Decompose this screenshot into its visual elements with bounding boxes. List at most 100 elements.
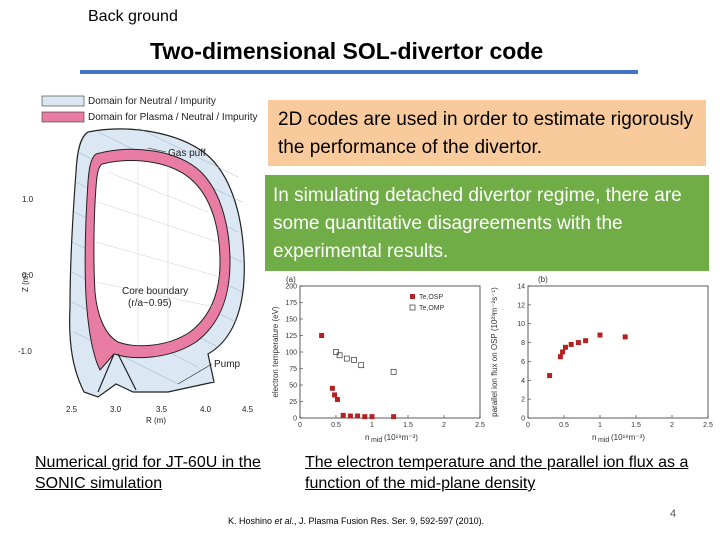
panel-label-b: (b): [538, 275, 548, 284]
panel-label-a: (a): [286, 275, 296, 284]
data-point: [343, 355, 350, 362]
data-point: [334, 397, 340, 403]
plot-frame-b: [527, 285, 709, 419]
data-point: [332, 392, 338, 398]
citation-etal: et al.: [274, 516, 295, 526]
citation-author: K. Hoshino: [228, 516, 275, 526]
data-point: [560, 349, 566, 355]
data-point: [340, 412, 346, 418]
section-label: Back ground: [88, 8, 178, 25]
y-axis-label: Z (m): [21, 273, 30, 292]
x-axis-label: R (m): [146, 416, 166, 425]
x-axis-label-a-main: n: [365, 433, 369, 442]
data-point: [575, 340, 581, 346]
data-point: [333, 349, 339, 355]
y-tick-0: 0.0: [22, 271, 34, 280]
x-axis-label-b-sub: mid: [598, 437, 609, 444]
title-underline: [80, 70, 638, 74]
x-axis-label-a-sub: mid: [371, 437, 382, 444]
data-point: [390, 368, 397, 375]
data-point: [622, 334, 628, 340]
y-tick-label: 8: [521, 340, 525, 347]
y-tick-label: 100: [285, 350, 297, 357]
x-axis-label-b-unit: (10¹⁹m⁻³): [611, 433, 645, 442]
y-axis-label-b: parallel ion flux on OSP (10²³m⁻²s⁻¹): [490, 287, 499, 417]
y-tick-label: 175: [285, 300, 297, 307]
y-tick-label: 6: [521, 359, 525, 366]
data-point: [568, 341, 574, 347]
y-tick-label: 125: [285, 333, 297, 340]
x-axis-label-b-main: n: [592, 433, 596, 442]
x-tick-label: 1: [598, 422, 602, 429]
core-boundary-ratio: (r/a~0.95): [128, 298, 172, 309]
legend-plasma: Domain for Plasma / Neutral / Impurity: [88, 112, 258, 123]
x-tick-label: 1.5: [631, 422, 641, 429]
x-tick-label: 1.5: [403, 422, 413, 429]
caption-grid: Numerical grid for JT-60U in the SONIC s…: [35, 454, 261, 492]
y-tick-label: 10: [517, 321, 525, 328]
data-point: [557, 354, 563, 360]
x-tick-label: 2.5: [475, 422, 485, 429]
x-tick-label: 0: [526, 422, 530, 429]
legend-swatch-neutral: [41, 95, 85, 107]
x-tick-3-5: 3.5: [156, 405, 168, 414]
x-tick-3-0: 3.0: [110, 405, 122, 414]
data-point: [329, 385, 335, 391]
data-point: [369, 414, 375, 420]
data-point: [362, 414, 368, 420]
note-box-estimate: 2D codes are used in order to estimate r…: [268, 100, 706, 166]
x-tick-label: 1: [370, 422, 374, 429]
x-axis-label-a-unit: (10¹⁹m⁻³): [384, 433, 418, 442]
x-tick-label: 2: [442, 422, 446, 429]
data-point: [391, 414, 397, 420]
x-tick-label: 0.5: [559, 422, 569, 429]
note-box-detached: In simulating detached divertor regime, …: [265, 175, 709, 271]
citation-journal: , J. Plasma Fusion Res. Ser. 9, 592-597 …: [294, 516, 485, 526]
y-tick-label: 12: [517, 302, 525, 309]
y-tick-label: 75: [289, 366, 297, 373]
y-tick-label: 2: [521, 397, 525, 404]
y-tick-label: 4: [521, 378, 525, 385]
x-tick-2-5: 2.5: [66, 405, 78, 414]
x-tick-label: 0.5: [331, 422, 341, 429]
page-number: 4: [670, 508, 677, 520]
note-text-estimate: 2D codes are used in order to estimate r…: [278, 109, 694, 158]
y-tick-label: 14: [517, 284, 525, 291]
y-tick-label: 50: [289, 383, 297, 390]
y-tick-1: 1.0: [22, 195, 34, 204]
slide-title: Two-dimensional SOL-divertor code: [150, 38, 544, 64]
legend-omp: Te,OMP: [419, 305, 445, 312]
caption-charts: The electron temperature and the paralle…: [305, 454, 689, 492]
y-tick-neg1: -1.0: [18, 347, 32, 356]
data-point: [347, 413, 353, 419]
chart-parallel-ion-flux: (b) 0 2 4 6 8 10 12 14 0 0.5 1 1.5 2 2.5 parallel ion…: [488, 272, 720, 447]
legend-swatch-plasma: [41, 111, 85, 123]
data-point: [355, 413, 361, 419]
y-tick-label: 200: [285, 284, 297, 291]
legend-neutral: Domain for Neutral / Impurity: [88, 96, 216, 107]
x-tick-label: 2: [670, 422, 674, 429]
y-axis-label-a: electron temperature (eV): [271, 306, 280, 397]
citation: K. Hoshino et al., J. Plasma Fusion Res.…: [228, 516, 484, 526]
x-tick-4-5: 4.5: [242, 405, 254, 414]
data-point: [351, 357, 357, 363]
data-point: [547, 373, 553, 379]
y-tick-label: 0: [293, 416, 297, 423]
data-point: [583, 338, 589, 344]
core-boundary-label: Core boundary: [122, 286, 188, 297]
legend-osp: Te,OSP: [419, 294, 443, 301]
x-tick-4-0: 4.0: [200, 405, 212, 414]
y-tick-label: 25: [289, 399, 297, 406]
numerical-grid-figure: Domain for Neutral / Impurity Domain for…: [18, 92, 273, 442]
core-grid: [95, 162, 221, 344]
x-tick-label: 0: [298, 422, 302, 429]
data-point: [336, 352, 343, 359]
divertor-legs: [97, 353, 137, 393]
y-tick-label: 0: [521, 416, 525, 423]
data-point: [597, 332, 603, 338]
pump-label: Pump: [214, 359, 241, 370]
legend-marker-osp: [410, 294, 415, 299]
legend-marker-omp: [409, 304, 416, 311]
note-text-detached: In simulating detached divertor regime, …: [273, 185, 682, 262]
y-tick-label: 150: [285, 317, 297, 324]
